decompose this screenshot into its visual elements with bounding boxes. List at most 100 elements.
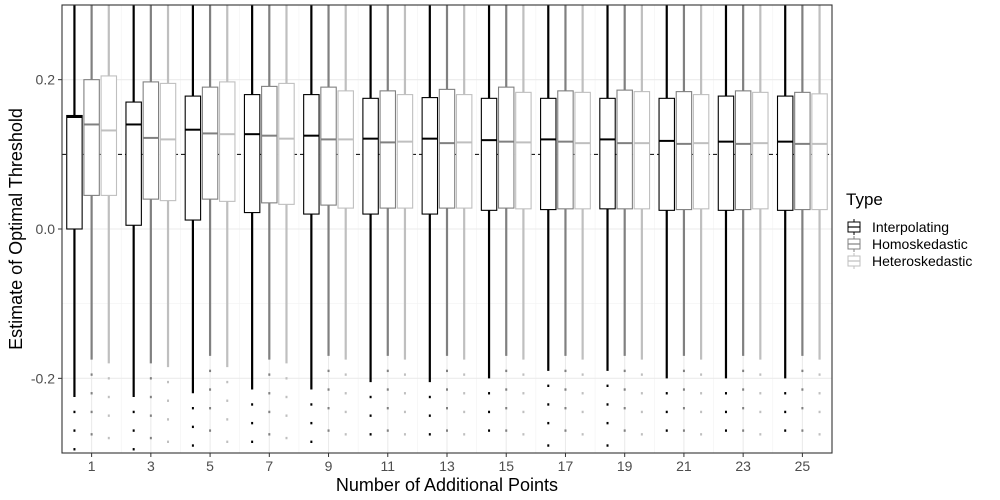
outlier-point [73,429,76,432]
box-homoskedastic [794,5,811,432]
outlier-point [522,373,525,376]
box-heteroskedastic [455,5,473,436]
outlier-point [167,399,170,402]
outlier-point [700,433,703,436]
outlier-point [226,440,229,443]
x-tick-label: 5 [206,458,214,474]
box-iqr [303,94,320,215]
outlier-point [90,392,93,395]
outlier-point [386,369,389,373]
outlier-point [285,414,288,417]
outlier-point [700,373,703,376]
y-tick-label: 0.2 [36,72,56,88]
outlier-point [369,395,372,399]
outlier-point [505,369,508,373]
box-iqr [142,81,160,200]
outlier-point [640,410,643,414]
box-iqr [497,86,515,209]
outlier-point [209,429,212,432]
box-homoskedastic [675,5,693,432]
outlier-point [682,369,685,373]
outlier-point [251,403,254,406]
outlier-point [226,418,229,421]
outlier-point [107,377,110,380]
box-heteroskedastic [811,5,828,436]
outlier-point [446,407,448,410]
outlier-point [327,369,330,373]
box-iqr [83,79,100,196]
box-interpolating [184,5,202,447]
outlier-point [132,410,135,414]
outlier-point [623,407,626,410]
outlier-point [463,410,466,414]
box-heteroskedastic [337,5,354,436]
box-interpolating [480,5,498,432]
outlier-point [403,392,406,395]
outlier-point [564,429,567,432]
outlier-point [268,433,271,436]
box-homoskedastic [142,5,160,440]
outlier-point [623,388,626,391]
box-heteroskedastic [752,5,769,436]
x-tick-label: 25 [795,458,811,474]
x-tick-label: 21 [676,458,692,474]
x-tick-label: 9 [325,458,333,474]
outlier-point [369,433,372,436]
y-axis: -0.2 0.0 0.2 [31,72,62,386]
outlier-point [488,429,491,432]
box-heteroskedastic [219,5,236,443]
box-iqr [379,90,397,209]
outlier-point [606,384,609,387]
outlier-point [724,429,727,432]
outlier-point [167,440,170,443]
outlier-point [581,392,584,395]
outlier-point [310,403,313,406]
box-homoskedastic [83,5,100,436]
box-iqr [776,95,794,211]
box-homoskedastic [201,5,219,432]
box-iqr [515,91,532,210]
outlier-point [623,429,626,432]
outlier-point [682,388,685,391]
outlier-point [665,429,668,432]
outlier-point [547,403,550,406]
outlier-point [268,373,271,376]
box-iqr [100,75,118,196]
legend-title: Type [846,190,883,209]
legend-label: Heteroskedastic [872,253,972,269]
box-iqr [540,97,557,211]
box-interpolating [717,5,735,432]
box-iqr [337,90,354,209]
outlier-point [564,407,567,410]
box-interpolating [540,5,557,447]
outlier-point [640,392,643,395]
box-heteroskedastic [692,5,710,436]
outlier-point [742,407,745,410]
outlier-point [149,414,152,417]
x-tick-label: 15 [498,458,514,474]
outlier-point [522,433,525,436]
outlier-point [581,373,584,376]
outlier-point [682,407,685,410]
outlier-point [403,373,406,376]
box-iqr [794,91,811,211]
box-interpolating [243,5,261,443]
outlier-point [665,410,668,414]
box-iqr [574,91,591,210]
outlier-point [505,407,508,410]
box-interpolating [66,5,83,451]
box-iqr [675,91,693,211]
outlier-point [759,410,762,414]
outlier-point [700,410,703,414]
box-homoskedastic [497,5,515,432]
legend-item-interpolating: Interpolating [847,219,949,235]
outlier-point [463,392,466,395]
outlier-point [463,373,466,376]
outlier-point [191,444,194,447]
outlier-point [344,433,347,436]
outlier-point [327,388,330,391]
outlier-point [310,440,313,443]
outlier-point [226,399,229,402]
outlier-point [132,448,135,451]
